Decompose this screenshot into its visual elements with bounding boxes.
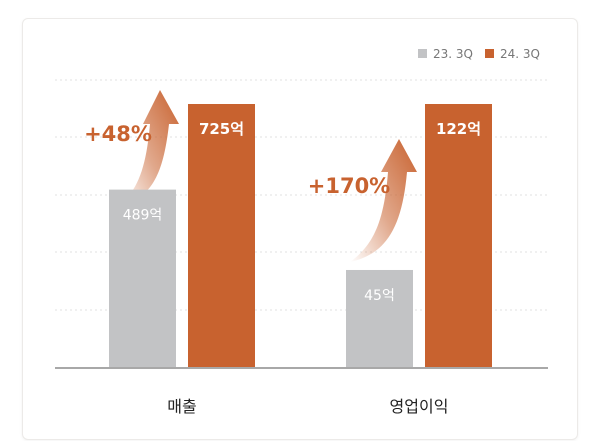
bar-profit-2024q3 (425, 104, 492, 367)
legend-label-series-1: 23. 3Q (433, 47, 473, 61)
data-label-profit-2023q3: 45억 (364, 288, 395, 304)
growth-label-sales: +48% (84, 122, 152, 146)
growth-label-profit: +170% (308, 174, 390, 198)
growth-arrow-profit-body (350, 139, 417, 262)
growth-arrow-sales-body (120, 90, 179, 205)
data-label-sales-2023q3: 489억 (123, 208, 163, 224)
bar-profit-2023q3 (346, 269, 413, 367)
legend-swatch-series-2 (485, 49, 494, 58)
bar-sales-2023q3 (109, 189, 176, 367)
legend-label-series-2: 24. 3Q (500, 47, 540, 61)
growth-arrow-sales (120, 90, 179, 205)
legend: 23. 3Q 24. 3Q (418, 47, 540, 61)
category-label-profit: 영업이익 (390, 397, 449, 416)
bar-sales-2024q3 (188, 104, 255, 367)
data-label-profit-2024q3: 122억 (436, 120, 481, 138)
legend-swatch-series-1 (418, 49, 427, 58)
data-label-sales-2024q3: 725억 (199, 120, 244, 138)
category-label-sales: 매출 (167, 397, 196, 416)
growth-arrow-profit (350, 139, 417, 262)
